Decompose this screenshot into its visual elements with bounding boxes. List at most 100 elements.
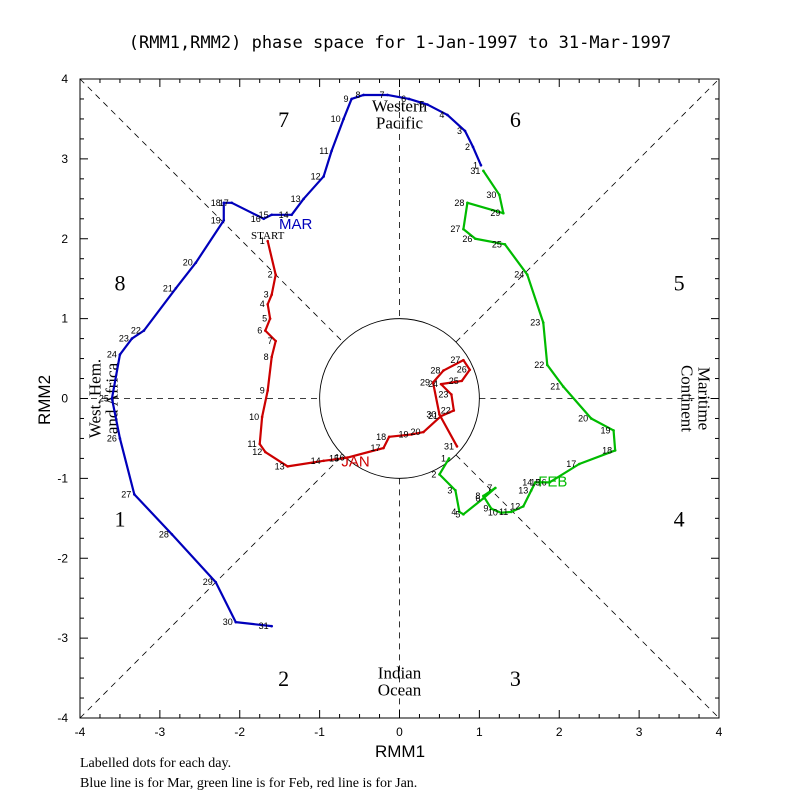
phase-number: 3 — [510, 666, 521, 691]
day-point — [482, 169, 485, 173]
day-point — [438, 473, 441, 476]
day-label: 27 — [121, 489, 131, 499]
day-label: 15 — [259, 210, 269, 220]
day-point — [458, 510, 461, 514]
start-label: START — [251, 230, 285, 242]
y-tick-label: -3 — [57, 631, 68, 645]
day-point — [410, 433, 413, 436]
day-label: 13 — [518, 485, 528, 495]
x-tick-label: -2 — [234, 725, 245, 739]
day-label: 31 — [470, 166, 480, 176]
day-point — [510, 510, 513, 514]
day-point — [455, 445, 459, 448]
day-point — [439, 414, 443, 418]
day-label: 2 — [431, 469, 436, 479]
x-tick-label: 1 — [476, 725, 483, 739]
day-point — [110, 397, 114, 400]
day-point — [362, 93, 365, 97]
day-point — [462, 513, 465, 516]
day-label: 22 — [534, 360, 544, 370]
day-label: 11 — [247, 439, 256, 449]
day-point — [431, 381, 435, 384]
day-point — [350, 97, 353, 101]
day-point — [447, 457, 451, 460]
day-label: 21 — [550, 382, 560, 392]
day-label: 8 — [356, 90, 361, 100]
day-point — [274, 339, 277, 343]
y-axis-label: RMM2 — [35, 375, 54, 425]
day-label: 31 — [444, 441, 454, 451]
day-point — [290, 213, 293, 217]
day-label: 26 — [107, 433, 117, 443]
day-point — [234, 620, 238, 624]
x-tick-label: -4 — [75, 725, 86, 739]
x-tick-label: -3 — [155, 725, 166, 739]
diagonal-guide — [455, 78, 720, 343]
day-label: 10 — [331, 114, 341, 124]
day-point — [482, 494, 485, 498]
day-label: 15 — [530, 477, 540, 487]
day-label: 22 — [441, 405, 451, 415]
day-label: 9 — [344, 94, 349, 104]
day-label: 28 — [159, 529, 169, 539]
day-label: 24 — [514, 270, 524, 280]
day-label: 8 — [475, 491, 480, 501]
region-label-line: Pacific — [376, 113, 424, 132]
day-point — [264, 329, 267, 332]
day-label: 7 — [487, 483, 492, 493]
day-point — [274, 273, 277, 276]
day-point — [142, 329, 146, 332]
series-mar: 1234567891011121314151617181920212223242… — [99, 90, 483, 631]
diagonal-guide — [455, 454, 720, 719]
day-label: 16 — [335, 453, 345, 463]
day-point — [130, 337, 134, 340]
phase-number: 8 — [114, 271, 125, 296]
day-point — [346, 456, 349, 459]
day-point — [214, 580, 218, 584]
day-label: 21 — [163, 283, 173, 293]
day-point — [133, 493, 136, 496]
day-label: 17 — [566, 459, 576, 469]
day-point — [482, 497, 485, 500]
day-label: 8 — [264, 352, 269, 362]
day-label: 14 — [311, 456, 321, 466]
day-point — [613, 449, 617, 452]
day-point — [270, 624, 274, 628]
day-label: 30 — [223, 617, 233, 627]
region-label-line: West. Hem. — [85, 359, 104, 438]
day-label: 20 — [578, 413, 588, 423]
phase-number: 6 — [510, 107, 521, 132]
day-label: 14 — [279, 210, 289, 220]
day-point — [194, 261, 198, 265]
day-point — [439, 382, 443, 386]
day-label: 25 — [492, 239, 502, 249]
day-label: 28 — [430, 366, 440, 376]
day-label: 30 — [486, 190, 496, 200]
day-point — [438, 413, 441, 416]
y-tick-label: 1 — [61, 312, 68, 326]
day-label: 23 — [119, 334, 129, 344]
day-point — [541, 321, 545, 324]
day-point — [270, 213, 274, 217]
day-label: 6 — [257, 326, 262, 336]
day-label: 6 — [475, 493, 480, 503]
day-point — [286, 465, 289, 468]
day-label: 27 — [450, 355, 460, 365]
day-label: 31 — [259, 621, 269, 631]
day-point — [452, 409, 456, 412]
day-point — [302, 197, 305, 201]
day-point — [503, 243, 507, 246]
day-label: 9 — [483, 504, 488, 514]
diagonal-guide — [79, 78, 344, 343]
caption-line-2: Blue line is for Mar, green line is for … — [80, 776, 417, 791]
day-label: 10 — [488, 508, 498, 518]
day-point — [466, 201, 469, 205]
day-point — [170, 532, 174, 536]
day-point — [499, 511, 503, 515]
day-label: 17 — [371, 443, 381, 453]
day-point — [533, 481, 537, 484]
day-label: 20 — [410, 427, 420, 437]
